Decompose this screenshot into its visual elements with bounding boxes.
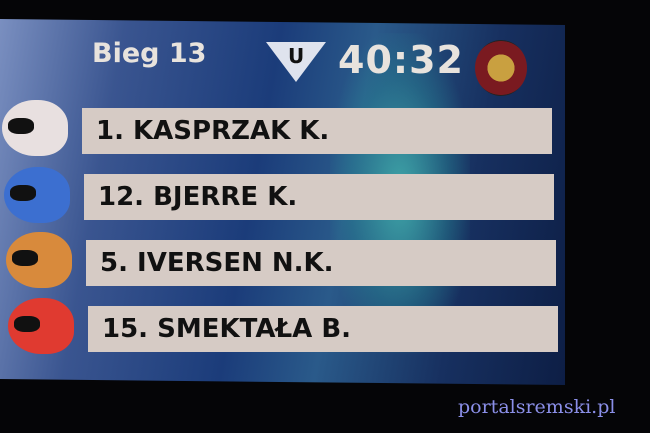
rider-row: 15. SMEKTAŁA B. (88, 306, 558, 352)
team-logo-right (475, 40, 527, 96)
helmet-icon (6, 232, 72, 288)
rider-row: 5. IVERSEN N.K. (86, 240, 556, 286)
helmet-icon (8, 298, 74, 354)
rider-row: 12. BJERRE K. (84, 174, 554, 220)
watermark: portalsremski.pl (458, 396, 616, 418)
rider-row: 1. KASPRZAK K. (82, 108, 552, 154)
helmet-icon (2, 100, 68, 156)
clock: 40:32 (338, 38, 464, 82)
helmet-icon (4, 167, 70, 223)
team-logo-left: U (266, 42, 326, 82)
heat-number: Bieg 13 (92, 38, 207, 69)
